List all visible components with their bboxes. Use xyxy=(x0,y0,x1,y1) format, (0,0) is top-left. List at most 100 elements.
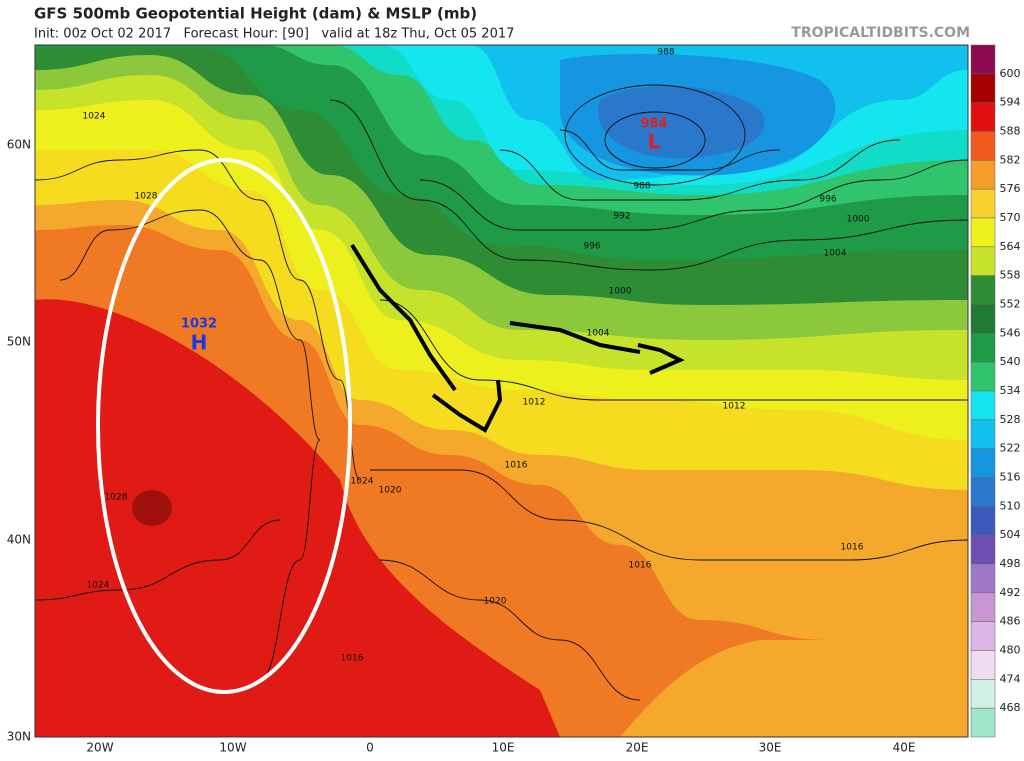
latitude-label: 40N xyxy=(7,533,31,547)
isobar-label: 992 xyxy=(613,212,630,222)
colorbar-swatch xyxy=(970,390,996,421)
annotation-ellipse xyxy=(96,158,352,694)
isobar xyxy=(35,519,281,601)
isobar-label: 1000 xyxy=(847,215,870,225)
isobar-label: 1016 xyxy=(841,543,864,553)
colorbar-swatch xyxy=(970,44,996,75)
colorbar-swatch xyxy=(970,650,996,680)
longitude-label: 40E xyxy=(893,741,916,755)
colorbar-label: 564 xyxy=(1000,240,1021,253)
colorbar-swatch xyxy=(970,563,996,594)
isobar-label: 1024 xyxy=(83,112,106,122)
high-letter: H xyxy=(191,331,208,355)
low-pressure-value: 984 xyxy=(640,117,667,132)
colorbar-label: 528 xyxy=(1000,413,1021,426)
map-frame xyxy=(34,44,969,738)
colorbar-label: 540 xyxy=(1000,355,1021,368)
colorbar-swatch xyxy=(970,304,996,334)
isobar-label: 1004 xyxy=(824,249,847,259)
isobar-label: 1020 xyxy=(379,486,402,496)
height-band xyxy=(132,490,172,526)
title: GFS 500mb Geopotential Height (dam) & MS… xyxy=(34,5,477,23)
isobar xyxy=(379,559,641,701)
latitude-label: 60N xyxy=(7,138,31,152)
longitude-label: 30E xyxy=(759,741,782,755)
isobar xyxy=(564,84,746,186)
latitude-label: 50N xyxy=(7,335,31,349)
longitude-label: 0 xyxy=(366,741,374,755)
colorbar-label: 492 xyxy=(1000,586,1021,599)
colorbar-swatch xyxy=(970,160,996,190)
isobar xyxy=(419,159,968,231)
longitude-label: 20E xyxy=(626,741,649,755)
isobar-label: 996 xyxy=(583,242,600,252)
isobar-label: 1024 xyxy=(87,581,110,591)
isobar-label: 1028 xyxy=(105,493,128,503)
longitude-label: 20W xyxy=(86,741,113,755)
isobar-label: 1012 xyxy=(523,398,546,408)
colorbar-swatch xyxy=(970,448,996,478)
isobar xyxy=(370,469,968,561)
high-pressure-value: 1032 xyxy=(181,317,217,332)
colorbar-label: 570 xyxy=(1000,211,1021,224)
colorbar-label: 582 xyxy=(1000,153,1021,166)
colorbar-swatch xyxy=(970,333,996,363)
isobar xyxy=(559,129,781,171)
colorbar-swatch xyxy=(970,592,996,622)
colorbar-label: 594 xyxy=(1000,96,1021,109)
colorbar-swatch xyxy=(970,275,996,305)
height-band xyxy=(620,640,968,737)
colorbar-label: 504 xyxy=(1000,528,1021,541)
height-band xyxy=(35,299,560,737)
colorbar-label: 588 xyxy=(1000,125,1021,138)
latitude-label: 30N xyxy=(7,730,31,744)
colorbar-label: 486 xyxy=(1000,615,1021,628)
colorbar-swatch xyxy=(970,477,996,507)
isobar-label: 1000 xyxy=(609,287,632,297)
colorbar-swatch xyxy=(970,246,996,276)
isobar xyxy=(329,99,968,271)
isobar xyxy=(499,139,901,201)
colorbar-swatch xyxy=(970,217,996,248)
isobar-label: 1012 xyxy=(723,402,746,412)
colorbar-swatch xyxy=(970,534,996,565)
isobar-label: 1016 xyxy=(505,461,528,471)
colorbar-swatch xyxy=(970,419,996,449)
colorbar-swatch xyxy=(970,131,996,161)
isobar xyxy=(604,111,706,169)
isobar xyxy=(35,149,361,481)
site-credit: TROPICALTIDBITS.COM xyxy=(791,25,970,41)
colorbar-label: 510 xyxy=(1000,499,1021,512)
colorbar-label: 474 xyxy=(1000,672,1021,685)
colorbar-label: 516 xyxy=(1000,471,1021,484)
longitude-label: 10W xyxy=(219,741,246,755)
isobar xyxy=(379,299,968,401)
colorbar-label: 546 xyxy=(1000,326,1021,339)
map xyxy=(35,45,968,737)
isobar-label: 988 xyxy=(633,182,650,192)
colorbar-swatch xyxy=(970,707,996,738)
isobar-label: 1024 xyxy=(351,477,374,487)
subtitle: Init: 00z Oct 02 2017 Forecast Hour: [90… xyxy=(34,27,514,42)
height-band xyxy=(598,86,765,159)
annotation-line xyxy=(509,321,685,375)
colorbar-label: 558 xyxy=(1000,269,1021,282)
colorbar-label: 468 xyxy=(1000,701,1021,714)
colorbar-swatch xyxy=(970,188,996,219)
colorbar-swatch xyxy=(970,679,996,709)
colorbar-label: 600 xyxy=(1000,67,1021,80)
colorbar-swatch xyxy=(970,73,996,103)
low-letter: L xyxy=(648,130,661,154)
colorbar-label: 576 xyxy=(1000,182,1021,195)
colorbar-label: 522 xyxy=(1000,442,1021,455)
isobar xyxy=(59,209,321,681)
colorbar-label: 498 xyxy=(1000,557,1021,570)
isobar-label: 996 xyxy=(819,195,836,205)
isobar-label: 1028 xyxy=(135,192,158,202)
colorbar-swatch xyxy=(970,102,996,132)
colorbar-swatch xyxy=(970,506,996,536)
colorbar-label: 534 xyxy=(1000,384,1021,397)
longitude-label: 10E xyxy=(492,741,515,755)
isobar-label: 1016 xyxy=(341,654,364,664)
